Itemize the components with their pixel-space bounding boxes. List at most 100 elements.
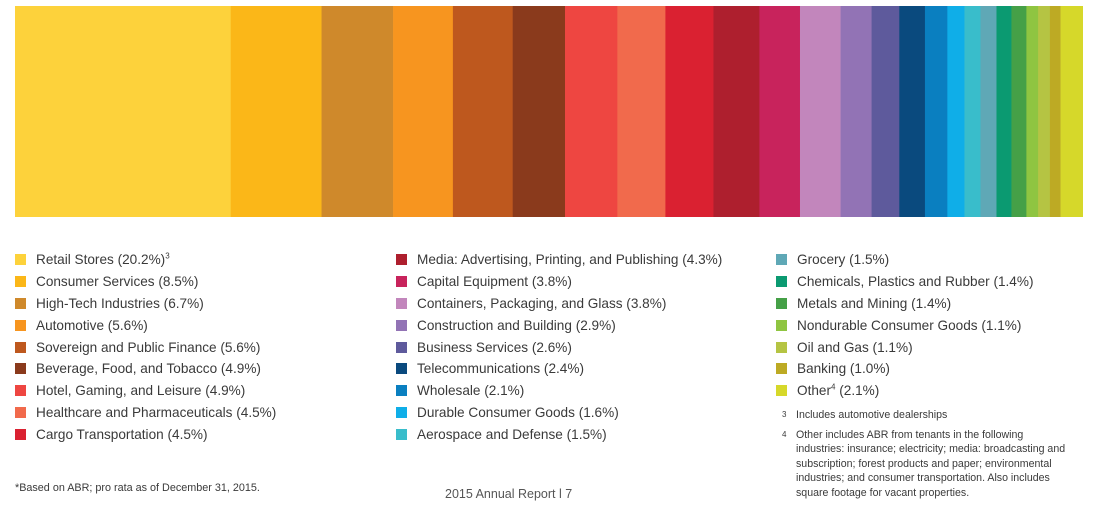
- legend-item: Automotive (5.6%): [15, 314, 276, 336]
- legend-item: Metals and Mining (1.4%): [776, 293, 1033, 315]
- legend-label-text: Chemicals, Plastics and Rubber (1.4%): [797, 274, 1034, 290]
- bar-segment-containers-packaging-and-glass: [799, 6, 841, 217]
- bar-segment-grocery: [980, 6, 997, 217]
- bar-segment-consumer-services: [230, 6, 322, 217]
- legend-swatch: [396, 341, 407, 353]
- legend-label: Grocery (1.5%): [797, 252, 889, 267]
- legend-label-text: Retail Stores (20.2%): [36, 252, 166, 268]
- basis-note: *Based on ABR; pro rata as of December 3…: [15, 482, 260, 494]
- bar-segment-sovereign-and-public-finance: [452, 6, 513, 217]
- legend-label-text: Capital Equipment (3.8%): [417, 274, 572, 290]
- footnote: 3 Includes automotive dealerships: [770, 408, 1070, 423]
- legend-label-text: Banking (1.0%): [797, 361, 890, 377]
- legend-swatch: [396, 297, 407, 309]
- legend-label: Capital Equipment (3.8%): [417, 274, 572, 289]
- legend-label: Consumer Services (8.5%): [36, 274, 198, 289]
- legend-label: Business Services (2.6%): [417, 340, 572, 355]
- legend-label: Beverage, Food, and Tobacco (4.9%): [36, 361, 261, 376]
- legend-label: Wholesale (2.1%): [417, 383, 524, 398]
- legend-label-text: Sovereign and Public Finance (5.6%): [36, 339, 261, 355]
- legend-label-text: Other: [797, 383, 831, 399]
- legend-label-text: Containers, Packaging, and Glass (3.8%): [417, 295, 667, 311]
- legend-label-text: Consumer Services (8.5%): [36, 274, 199, 290]
- legend-swatch: [396, 363, 407, 375]
- legend-item: Telecommunications (2.4%): [396, 358, 722, 380]
- legend-item: Nondurable Consumer Goods (1.1%): [776, 314, 1033, 336]
- legend-swatch: [15, 254, 26, 266]
- footnote: 4 Other includes ABR from tenants in the…: [770, 428, 1070, 501]
- legend-label-text: Automotive (5.6%): [36, 317, 148, 333]
- legend-swatch: [776, 319, 787, 331]
- legend-label-text: Construction and Building (2.9%): [417, 317, 616, 333]
- legend-swatch: [396, 385, 407, 397]
- legend-item: Business Services (2.6%): [396, 336, 722, 358]
- bar-segment-metals-and-mining: [1011, 6, 1027, 217]
- legend-label: Chemicals, Plastics and Rubber (1.4%): [797, 274, 1033, 289]
- stacked-bar-chart: [15, 6, 1083, 217]
- legend-swatch: [776, 385, 787, 397]
- legend-swatch: [776, 276, 787, 288]
- footnote-text: Other includes ABR from tenants in the f…: [796, 428, 1066, 499]
- legend-swatch: [15, 363, 26, 375]
- legend-label-text: Hotel, Gaming, and Leisure (4.9%): [36, 383, 246, 399]
- legend-item: Chemicals, Plastics and Rubber (1.4%): [776, 271, 1033, 293]
- legend-column-1: Retail Stores (20.2%)3 Consumer Services …: [15, 249, 276, 445]
- bar-segment-retail-stores: [15, 6, 232, 217]
- bar-segment-telecommunications: [899, 6, 926, 217]
- bar-segment-automotive: [393, 6, 454, 217]
- legend-item: Hotel, Gaming, and Leisure (4.9%): [15, 380, 276, 402]
- legend-label-text: Wholesale (2.1%): [417, 383, 525, 399]
- legend-label-text: Oil and Gas (1.1%): [797, 339, 913, 355]
- legend-label-text: Grocery (1.5%): [797, 252, 890, 268]
- legend-label: Cargo Transportation (4.5%): [36, 427, 208, 442]
- legend-label: Healthcare and Pharmaceuticals (4.5%): [36, 405, 276, 420]
- legend-swatch: [396, 319, 407, 331]
- legend-swatch: [776, 297, 787, 309]
- footnote-text: Includes automotive dealerships: [796, 409, 948, 421]
- legend-label-text: Healthcare and Pharmaceuticals (4.5%): [36, 404, 277, 420]
- legend-label-text: Cargo Transportation (4.5%): [36, 426, 208, 442]
- legend-item: Grocery (1.5%): [776, 249, 1033, 271]
- legend-label-text: High-Tech Industries (6.7%): [36, 295, 204, 311]
- legend-label: Durable Consumer Goods (1.6%): [417, 405, 619, 420]
- legend-label: Other4 (2.1%): [797, 383, 879, 398]
- legend-swatch: [396, 254, 407, 266]
- legend-swatch: [15, 297, 26, 309]
- legend-label: Metals and Mining (1.4%): [797, 296, 951, 311]
- legend-item: Containers, Packaging, and Glass (3.8%): [396, 293, 722, 315]
- bar-segment-durable-consumer-goods: [947, 6, 965, 217]
- footnote-number: 4: [782, 429, 787, 439]
- bar-segment-capital-equipment: [759, 6, 801, 217]
- footnotes: 3 Includes automotive dealerships 4 Othe…: [770, 408, 1070, 506]
- legend-label: Nondurable Consumer Goods (1.1%): [797, 318, 1021, 333]
- legend-label: Construction and Building (2.9%): [417, 318, 616, 333]
- legend-label-text: Business Services (2.6%): [417, 339, 572, 355]
- legend-label-text: Media: Advertising, Printing, and Publis…: [417, 252, 723, 268]
- legend-column-2: Media: Advertising, Printing, and Publis…: [396, 249, 722, 445]
- legend-item: Beverage, Food, and Tobacco (4.9%): [15, 358, 276, 380]
- legend-item: Retail Stores (20.2%)3: [15, 249, 276, 271]
- legend-swatch: [15, 428, 26, 440]
- legend-label-text: Beverage, Food, and Tobacco (4.9%): [36, 361, 261, 377]
- legend-label-text: Durable Consumer Goods (1.6%): [417, 404, 619, 420]
- legend-item: High-Tech Industries (6.7%): [15, 293, 276, 315]
- footnote-marker: 3: [165, 251, 170, 261]
- legend-label: Oil and Gas (1.1%): [797, 340, 913, 355]
- legend-label-text: Metals and Mining (1.4%): [797, 295, 952, 311]
- bar-segment-wholesale: [924, 6, 948, 217]
- bar-segment-aerospace-and-defense: [964, 6, 981, 217]
- legend-label-text: Telecommunications (2.4%): [417, 361, 584, 377]
- legend-label-text: Nondurable Consumer Goods (1.1%): [797, 317, 1022, 333]
- legend-swatch: [15, 341, 26, 353]
- bar-segment-business-services: [871, 6, 900, 217]
- bar-segment-hotel-gaming-and-leisure: [565, 6, 618, 217]
- legend-swatch: [15, 319, 26, 331]
- legend-label: Sovereign and Public Finance (5.6%): [36, 340, 260, 355]
- legend-swatch: [396, 276, 407, 288]
- legend-column-3: Grocery (1.5%) Chemicals, Plastics and Ru…: [776, 249, 1033, 402]
- legend-item: Other4 (2.1%): [776, 380, 1033, 402]
- bar-segment-media-advertising-printing-and-publishing: [713, 6, 760, 217]
- bar-segment-high-tech-industries: [321, 6, 394, 217]
- bar-segment-nondurable-consumer-goods: [1026, 6, 1039, 217]
- legend-item: Oil and Gas (1.1%): [776, 336, 1033, 358]
